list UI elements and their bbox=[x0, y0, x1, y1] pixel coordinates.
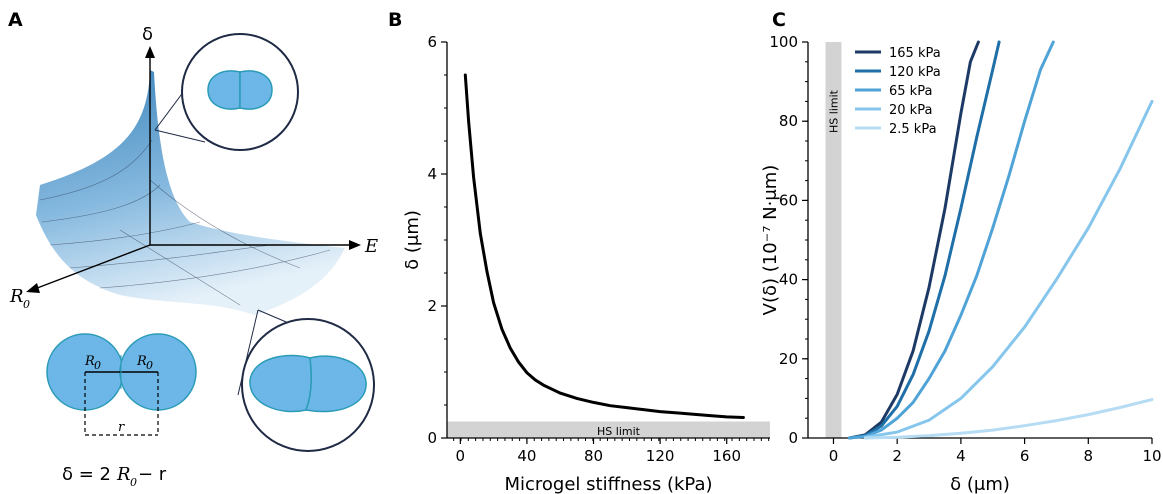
r0-label-right: R bbox=[136, 354, 147, 369]
x-tick-label: 4 bbox=[956, 447, 966, 465]
y-axis-label: δ (μm) bbox=[402, 210, 423, 270]
y-tick-label: 2 bbox=[427, 297, 437, 315]
hs-limit-band bbox=[825, 42, 842, 438]
hs-limit-band bbox=[447, 421, 770, 438]
formula-lhs: δ = 2 bbox=[62, 464, 111, 485]
series-line-0 bbox=[463, 73, 745, 419]
formula-r0-sub: 0 bbox=[130, 476, 137, 489]
top-cell-right bbox=[239, 70, 273, 110]
r0-axis-label: R bbox=[9, 286, 24, 307]
r0-label-right-sub: 0 bbox=[146, 359, 153, 372]
legend-label: 20 kPa bbox=[889, 103, 932, 118]
r-dashed-bracket bbox=[84, 372, 159, 436]
x-tick-label: 80 bbox=[584, 447, 603, 465]
x-tick-label: 0 bbox=[829, 447, 839, 465]
y-tick-label: 0 bbox=[427, 429, 437, 447]
series-line-65-kpa bbox=[847, 40, 1055, 440]
top-cell-left bbox=[207, 70, 241, 110]
x-tick-label: 0 bbox=[456, 447, 466, 465]
legend-label: 65 kPa bbox=[889, 84, 932, 99]
hs-limit-label: HS limit bbox=[597, 425, 641, 438]
y-tick-label: 80 bbox=[779, 112, 798, 130]
series-line-165-kpa bbox=[847, 40, 980, 440]
r0-axis-sub: 0 bbox=[23, 298, 30, 311]
series-line-2-5-kpa bbox=[863, 398, 1154, 440]
r0-label-left: R bbox=[84, 354, 95, 369]
series-line-120-kpa bbox=[847, 40, 1001, 440]
x-tick-label: 2 bbox=[892, 447, 902, 465]
y-tick-label: 20 bbox=[779, 350, 798, 368]
y-axis-label: V(δ) (10⁻⁷ N·μm) bbox=[760, 165, 781, 316]
bottom-cell-right bbox=[304, 355, 367, 413]
y-tick-label: 60 bbox=[779, 191, 798, 209]
legend-label: 165 kPa bbox=[889, 46, 941, 61]
stiffness-surface bbox=[36, 70, 345, 315]
panel-b-letter: B bbox=[388, 9, 402, 31]
panel-a-letter: A bbox=[8, 9, 23, 31]
r-label: r bbox=[118, 420, 125, 435]
y-tick-label: 4 bbox=[427, 165, 437, 183]
series-line-20-kpa bbox=[863, 99, 1154, 439]
delta-axis-label: δ bbox=[142, 24, 153, 45]
formula-rhs: − r bbox=[138, 464, 167, 485]
x-axis-label: Microgel stiffness (kPa) bbox=[504, 474, 712, 494]
r0-label-left-sub: 0 bbox=[94, 359, 101, 372]
panel-a-arrowheads bbox=[26, 46, 361, 293]
x-tick-label: 8 bbox=[1084, 447, 1094, 465]
legend-label: 2.5 kPa bbox=[889, 122, 937, 137]
y-tick-label: 0 bbox=[788, 429, 798, 447]
x-tick-label: 120 bbox=[646, 447, 675, 465]
y-tick-label: 6 bbox=[427, 33, 437, 51]
formula-r0: R bbox=[116, 464, 131, 485]
top-zoom-line-2 bbox=[154, 129, 206, 143]
x-tick-label: 40 bbox=[517, 447, 536, 465]
panel-b: B HS limit 0 40 80 120 160 0 2 4 6 Microgel stiffn… bbox=[388, 9, 770, 494]
x-tick-label: 10 bbox=[1142, 447, 1161, 465]
surface-mesh bbox=[39, 139, 331, 306]
x-tick-label: 160 bbox=[712, 447, 741, 465]
panel-c-letter: C bbox=[772, 9, 786, 31]
e-axis-label: E bbox=[364, 236, 378, 257]
x-tick-label: 6 bbox=[1020, 447, 1030, 465]
legend-label: 120 kPa bbox=[889, 65, 941, 80]
y-tick-label: 100 bbox=[769, 33, 798, 51]
hs-limit-label: HS limit bbox=[827, 89, 840, 133]
x-axis-label: δ (μm) bbox=[950, 474, 1010, 494]
y-tick-label: 40 bbox=[779, 271, 798, 289]
panel-a: A δ E R 0 bbox=[8, 9, 378, 489]
panel-a-axes bbox=[31, 52, 355, 291]
